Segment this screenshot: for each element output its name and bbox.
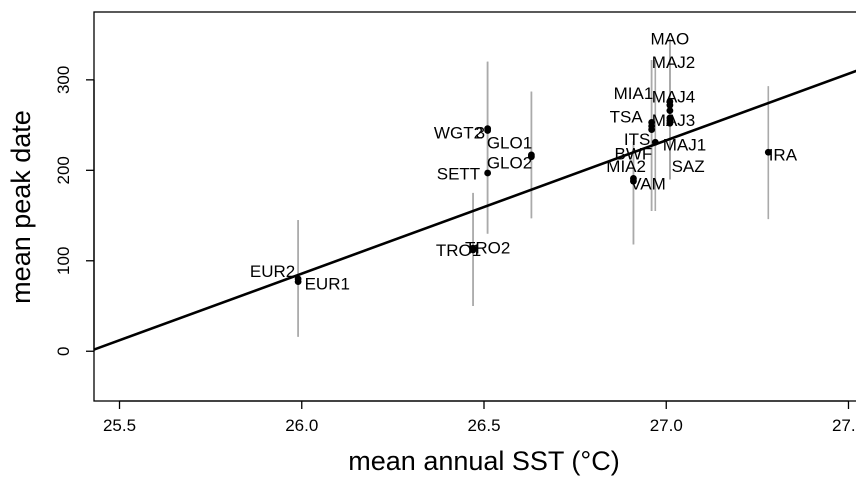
regression-line: [94, 69, 856, 351]
point-label-tro1: TRO1: [436, 241, 481, 260]
y-tick-label: 0: [54, 347, 73, 356]
point-label-sett: SETT: [437, 164, 480, 183]
point-label-eur1: EUR1: [305, 275, 350, 294]
point-mia2: [630, 175, 637, 182]
y-axis-title: mean peak date: [6, 110, 36, 304]
point-label-mia1: MIA1: [614, 84, 654, 103]
point-label-glo1: GLO1: [487, 134, 532, 153]
point-label-maj4: MAJ4: [652, 87, 695, 106]
point-maj4: [666, 107, 674, 115]
x-tick-label: 26.0: [285, 416, 318, 435]
point-sett: [484, 169, 492, 177]
x-axis: 25.5 26.0 26.5 27.0 27.5: [103, 400, 856, 435]
point-label-saz: SAZ: [672, 157, 705, 176]
point-label-maj3: MAJ3: [652, 111, 695, 130]
point-label-wgt2: WGT2: [434, 124, 483, 143]
points-layer: [294, 98, 772, 285]
point-label-maj1: MAJ1: [663, 135, 706, 154]
x-axis-title: mean annual SST (°C): [348, 446, 619, 476]
x-tick-label: 27.0: [650, 416, 683, 435]
point-mao: [666, 98, 674, 105]
y-axis: 0 100 200 300: [54, 66, 95, 356]
point-wgt3: [484, 127, 492, 134]
x-tick-label: 26.5: [467, 416, 500, 435]
y-tick-label: 200: [54, 156, 73, 184]
point-eur2: [294, 275, 302, 283]
point-tro2: [469, 244, 477, 252]
point-bwf: [651, 138, 659, 146]
point-label-ira: IRA: [769, 145, 798, 164]
point-label-tsa: TSA: [610, 107, 644, 126]
point-label-tro2: TRO2: [465, 239, 510, 258]
point-label-maj2: MAJ2: [652, 53, 695, 72]
point-ira: [764, 148, 772, 156]
point-saz: [666, 117, 674, 124]
point-glo2: [527, 153, 535, 161]
point-label-mia2: MIA2: [606, 157, 646, 176]
fit-line-layer: [94, 69, 856, 351]
plot-frame: [93, 11, 856, 402]
point-label-3: 3: [476, 124, 485, 143]
x-tick-label: 25.5: [103, 416, 136, 435]
point-label-glo2: GLO2: [487, 153, 532, 172]
point-label-bwf: BWF: [615, 144, 653, 163]
point-label-vam: VAM: [630, 174, 666, 193]
point-label-eur2: EUR2: [250, 262, 295, 281]
point-label-mao: MAO: [651, 30, 690, 49]
x-tick-label: 27.5: [832, 416, 856, 435]
point-label-its: ITS: [624, 130, 650, 149]
y-tick-label: 100: [54, 247, 73, 275]
y-tick-label: 300: [54, 66, 73, 94]
point-mia1: [648, 118, 656, 126]
